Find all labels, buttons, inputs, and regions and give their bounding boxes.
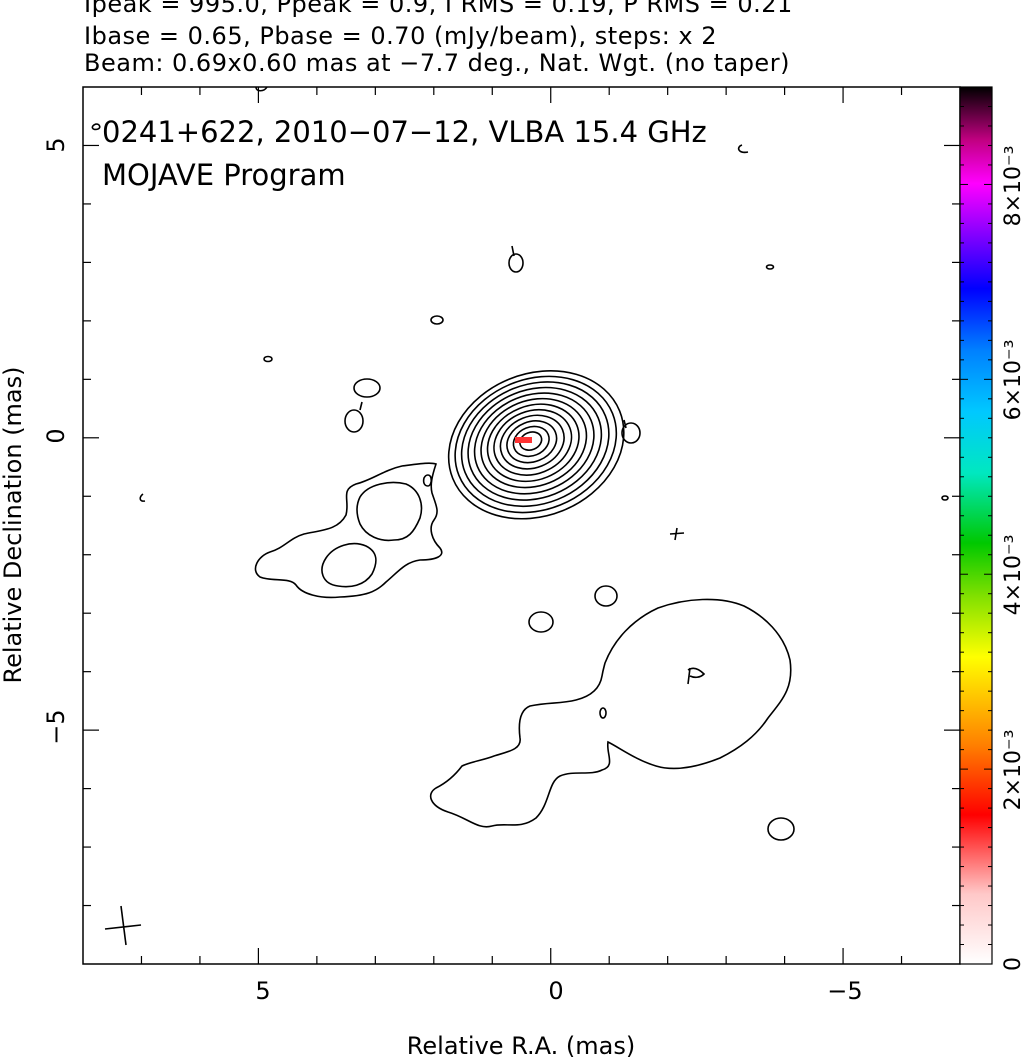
axis-ticks <box>83 87 960 964</box>
colorbar-label-4e-3: 4×10⁻³ <box>1001 535 1021 616</box>
blob-1 <box>353 378 381 398</box>
blob-12 <box>941 495 949 501</box>
core-contour-level <box>447 370 625 520</box>
core-contour-level <box>519 431 543 451</box>
sw-lobe-contour <box>429 598 792 828</box>
polarization-vector <box>515 437 532 443</box>
core-contour-level <box>493 408 573 476</box>
blob-10 <box>767 817 795 841</box>
core-contour-level <box>512 425 550 458</box>
blob-13 <box>139 493 146 502</box>
core-contour-level <box>454 375 618 514</box>
blob-2-tail <box>359 401 363 411</box>
blob-3 <box>508 253 524 273</box>
contour-map <box>91 87 949 841</box>
chart-title: 0241+622, 2010−07−12, VLBA 15.4 GHz <box>102 115 707 149</box>
jet-contour-outer <box>254 462 443 599</box>
header-line-3: Beam: 0.69x0.60 mas at −7.7 deg., Nat. W… <box>84 49 790 77</box>
jet-hole-1 <box>356 481 423 542</box>
blob-11 <box>599 707 607 719</box>
y-axis-label: Relative Declination (mas) <box>0 366 27 683</box>
colorbar-label-8e-3: 8×10⁻³ <box>1001 146 1021 227</box>
sw-lobe-feature <box>687 667 706 685</box>
core-contour-level <box>499 414 565 470</box>
x-tick-label-minus5: −5 <box>827 977 862 1005</box>
colorbar-ticks <box>960 105 992 965</box>
blob-17 <box>669 527 685 541</box>
header-line-2: Ibase = 0.65, Pbase = 0.70 (mJy/beam), s… <box>84 22 718 50</box>
blob-6-tail <box>623 419 627 429</box>
jet-hole-2 <box>321 542 377 588</box>
core-contours <box>447 370 625 520</box>
beam-ellipse-marker <box>104 905 142 946</box>
core-contour-level <box>506 420 558 464</box>
plot-frame <box>82 86 961 965</box>
colorbar-label-0: 0 <box>1001 957 1021 971</box>
blob-15 <box>737 144 749 154</box>
core-contour-level <box>473 392 595 495</box>
blob-16 <box>255 87 268 92</box>
core-contour-level <box>486 403 580 483</box>
blob-4 <box>430 315 444 325</box>
blob-3-tail <box>511 245 515 257</box>
blob-8 <box>594 585 618 607</box>
core-contour-level <box>460 381 610 508</box>
header-line-1: Ipeak = 995.0, Ppeak = 0.9, I RMS = 0.19… <box>84 0 793 18</box>
blob-14 <box>91 123 101 131</box>
x-tick-label-0: 0 <box>548 977 563 1005</box>
y-tick-label-minus5: −5 <box>42 709 70 744</box>
colorbar-label-2e-3: 2×10⁻³ <box>1001 730 1021 811</box>
chart-subtitle: MOJAVE Program <box>102 158 346 192</box>
y-tick-label-5: 5 <box>42 137 70 152</box>
jet-hole-3 <box>422 474 433 487</box>
colorbar <box>959 86 993 965</box>
x-axis-label: Relative R.A. (mas) <box>407 1032 635 1060</box>
blob-5 <box>263 355 273 363</box>
blob-6 <box>621 422 641 444</box>
x-tick-label-5: 5 <box>255 977 270 1005</box>
blob-7 <box>765 264 775 270</box>
core-contour-level <box>480 397 588 489</box>
colorbar-label-6e-3: 6×10⁻³ <box>1001 340 1021 421</box>
blob-9 <box>528 611 554 633</box>
blob-2 <box>344 409 364 433</box>
y-tick-label-0: 0 <box>42 428 70 443</box>
core-contour-level <box>467 386 603 501</box>
